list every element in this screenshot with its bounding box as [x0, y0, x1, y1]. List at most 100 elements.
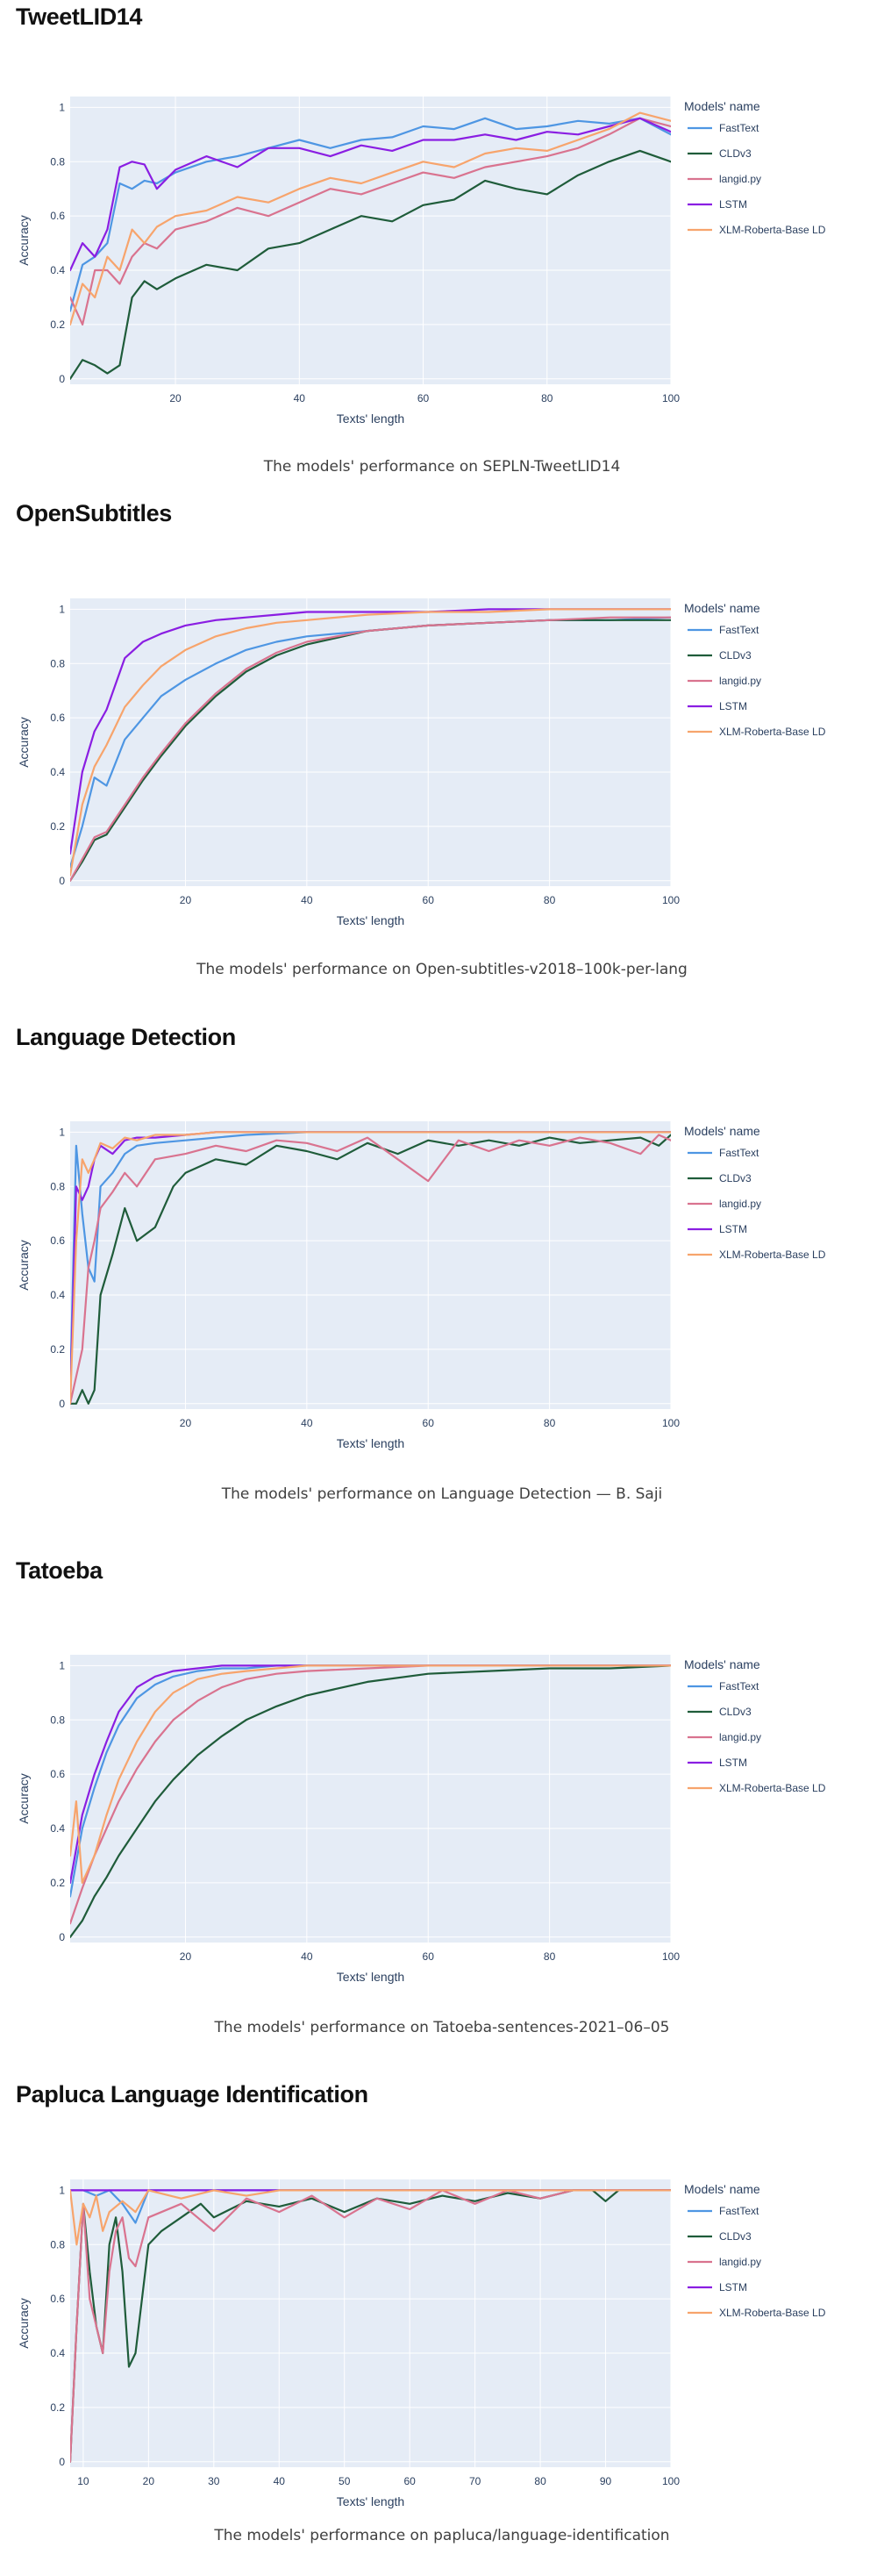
- legend-item-fasttext[interactable]: FastText: [719, 122, 759, 134]
- y-tick-label: 0.6: [50, 1768, 65, 1780]
- y-tick-label: 0.6: [50, 1234, 65, 1247]
- legend-title: Models' name: [684, 2182, 760, 2196]
- series-line-cldv3: [70, 1664, 671, 1938]
- y-tick-label: 0.4: [50, 1289, 65, 1301]
- series-line-cldv3: [70, 149, 671, 380]
- legend-item-cldv3[interactable]: CLDv3: [719, 649, 752, 662]
- series-line-langid-py: [70, 117, 671, 326]
- figure-caption: The models' performance on Open-subtitle…: [196, 961, 688, 978]
- legend-item-cldv3[interactable]: CLDv3: [719, 1706, 752, 1718]
- legend-item-lstm[interactable]: LSTM: [719, 700, 747, 712]
- y-tick-label: 0.4: [50, 2347, 65, 2359]
- plot-area: [70, 1655, 671, 1943]
- y-tick-label: 0.2: [50, 2401, 65, 2414]
- legend-item-xlm-roberta-base-ld[interactable]: XLM-Roberta-Base LD: [719, 2307, 826, 2319]
- x-tick-label: 80: [544, 894, 556, 906]
- x-tick-label: 70: [469, 2475, 481, 2487]
- plot-area: [70, 598, 671, 886]
- y-tick-label: 0.6: [50, 712, 65, 724]
- legend-item-langid-py[interactable]: langid.py: [719, 1198, 761, 1210]
- series-line-xlm-roberta-base-ld: [70, 608, 671, 877]
- y-tick-label: 0.6: [50, 210, 65, 222]
- legend-item-lstm[interactable]: LSTM: [719, 1757, 747, 1769]
- y-axis-title: Accuracy: [17, 1773, 31, 1824]
- legend-item-xlm-roberta-base-ld[interactable]: XLM-Roberta-Base LD: [719, 1782, 826, 1794]
- legend-title: Models' name: [684, 99, 760, 113]
- legend-item-lstm[interactable]: LSTM: [719, 1223, 747, 1235]
- x-tick-label: 20: [180, 1950, 192, 1963]
- legend-item-langid-py[interactable]: langid.py: [719, 173, 761, 185]
- chart-language-detection: 0 0.2 0.4 0.6 0.8 1 20 40 60 80 100 Texts' length Ac…: [17, 1121, 826, 1450]
- legend-item-cldv3[interactable]: CLDv3: [719, 147, 752, 160]
- series-line-fasttext: [70, 117, 671, 312]
- y-tick-label: 0: [59, 2456, 65, 2468]
- section-heading: Papluca Language Identification: [16, 2081, 368, 2107]
- x-tick-label: 60: [403, 2475, 416, 2487]
- y-tick-label: 0: [59, 1398, 65, 1410]
- legend-item-cldv3[interactable]: CLDv3: [719, 1172, 752, 1184]
- y-tick-label: 0.6: [50, 2293, 65, 2305]
- y-tick-label: 1: [59, 101, 65, 113]
- legend-item-lstm[interactable]: LSTM: [719, 198, 747, 211]
- series-line-xlm-roberta-base-ld: [70, 1664, 671, 1884]
- figure-caption: The models' performance on SEPLN-TweetLI…: [263, 458, 621, 476]
- x-tick-label: 60: [423, 894, 435, 906]
- legend-item-langid-py[interactable]: langid.py: [719, 675, 761, 687]
- y-tick-label: 1: [59, 603, 65, 615]
- x-tick-label: 100: [662, 1950, 680, 1963]
- x-tick-label: 40: [301, 1417, 313, 1429]
- x-axis-title: Texts' length: [337, 2494, 404, 2508]
- series-line-langid-py: [70, 2189, 671, 2463]
- legend-item-xlm-roberta-base-ld[interactable]: XLM-Roberta-Base LD: [719, 1249, 826, 1261]
- x-tick-label: 20: [143, 2475, 155, 2487]
- series-line-xlm-roberta-base-ld: [70, 2189, 671, 2246]
- x-axis-title: Texts' length: [337, 1436, 404, 1450]
- series-line-langid-py: [70, 616, 671, 882]
- y-tick-label: 0.2: [50, 318, 65, 331]
- series-line-xlm-roberta-base-ld: [70, 1131, 671, 1405]
- x-tick-label: 90: [600, 2475, 612, 2487]
- x-tick-label: 60: [417, 392, 430, 404]
- y-tick-label: 0.2: [50, 820, 65, 833]
- legend-item-fasttext[interactable]: FastText: [719, 1147, 759, 1159]
- y-tick-label: 0.8: [50, 155, 65, 168]
- plot-area: [70, 97, 671, 384]
- section-heading: Language Detection: [16, 1024, 236, 1050]
- x-tick-label: 100: [662, 894, 680, 906]
- x-tick-label: 20: [169, 392, 182, 404]
- plot-area: [70, 1121, 671, 1409]
- chart-tweetlid14: 0 0.2 0.4 0.6 0.8 1 20 40 60 80 100 Texts' length Ac…: [17, 97, 826, 426]
- y-tick-label: 0.8: [50, 657, 65, 669]
- legend-item-fasttext[interactable]: FastText: [719, 624, 759, 636]
- x-tick-label: 20: [180, 894, 192, 906]
- legend-title: Models' name: [684, 1124, 760, 1138]
- x-tick-label: 80: [541, 392, 553, 404]
- x-tick-label: 100: [662, 392, 680, 404]
- plot-area: [70, 2179, 671, 2467]
- legend-item-fasttext[interactable]: FastText: [719, 2205, 759, 2217]
- y-tick-label: 0.4: [50, 1822, 65, 1835]
- figure-caption: The models' performance on Tatoeba-sente…: [214, 2019, 670, 2036]
- legend-item-xlm-roberta-base-ld[interactable]: XLM-Roberta-Base LD: [719, 726, 826, 738]
- x-tick-label: 80: [544, 1950, 556, 1963]
- y-tick-label: 0.2: [50, 1877, 65, 1889]
- x-tick-label: 40: [301, 894, 313, 906]
- x-tick-label: 100: [662, 1417, 680, 1429]
- x-axis-title: Texts' length: [337, 411, 404, 426]
- y-axis-title: Accuracy: [17, 717, 31, 768]
- x-tick-label: 60: [423, 1950, 435, 1963]
- x-tick-label: 30: [208, 2475, 220, 2487]
- x-axis-title: Texts' length: [337, 913, 404, 927]
- legend-item-langid-py[interactable]: langid.py: [719, 1731, 761, 1743]
- legend-item-xlm-roberta-base-ld[interactable]: XLM-Roberta-Base LD: [719, 224, 826, 236]
- legend-title: Models' name: [684, 601, 760, 615]
- section-heading: Tatoeba: [16, 1557, 103, 1584]
- figure-caption: The models' performance on papluca/langu…: [214, 2527, 670, 2544]
- series-line-lstm: [70, 608, 671, 855]
- y-tick-label: 0.4: [50, 264, 65, 276]
- legend-item-fasttext[interactable]: FastText: [719, 1680, 759, 1692]
- legend-title: Models' name: [684, 1657, 760, 1671]
- legend-item-lstm[interactable]: LSTM: [719, 2281, 747, 2293]
- legend-item-cldv3[interactable]: CLDv3: [719, 2230, 752, 2243]
- legend-item-langid-py[interactable]: langid.py: [719, 2256, 761, 2268]
